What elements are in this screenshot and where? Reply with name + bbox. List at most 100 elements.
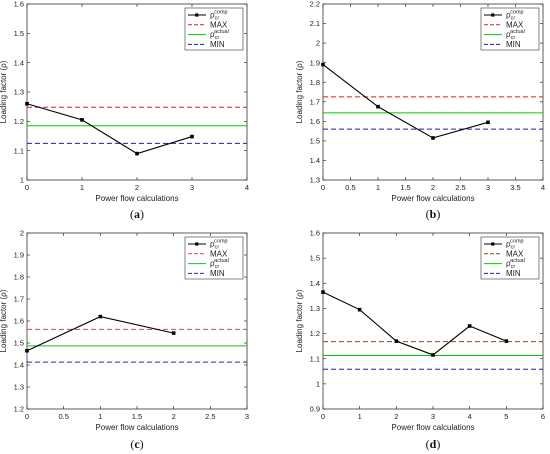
x-tick-label: 5 (504, 412, 508, 421)
panel-label-close: ) (140, 207, 144, 221)
data-point (504, 339, 509, 343)
legend-superscript: actual (510, 29, 525, 35)
legend-entry-label: ρcractual (210, 29, 229, 41)
x-tick-label: 1.5 (132, 412, 142, 421)
data-point (321, 62, 325, 67)
x-tick-label: 3.5 (510, 183, 520, 192)
legend-entry-label: ρcractual (506, 29, 525, 41)
legend-base: MIN (210, 40, 225, 49)
data-point (98, 314, 103, 319)
x-tick-label: 0.5 (58, 412, 68, 421)
y-tick-label: 1.8 (310, 78, 320, 87)
data-point (135, 151, 139, 156)
legend-entry-label: MAX (210, 20, 228, 29)
x-tick-label: 2.5 (455, 183, 465, 192)
panel-label-open: ( (426, 207, 430, 221)
data-point (431, 136, 435, 140)
legend-base: MIN (210, 269, 225, 278)
legend-entry-label: ρcrcomp (210, 239, 228, 251)
legend-entry-label: MIN (506, 269, 521, 278)
y-tick-label: 1.7 (310, 97, 320, 106)
legend-base: ρ (210, 11, 215, 20)
y-tick-label: 1.4 (14, 58, 24, 67)
data-point (321, 290, 325, 294)
legend-entry-label: MAX (210, 249, 228, 258)
x-axis-label: Power flow calculations (391, 194, 474, 203)
x-tick-label: 3 (431, 412, 435, 421)
legend-base: MIN (506, 269, 521, 278)
legend-subscript: cr (511, 264, 516, 270)
x-tick-label: 2 (172, 412, 176, 421)
panel-label-close: ) (436, 437, 440, 451)
x-tick-label: 0 (321, 412, 325, 421)
x-tick-label: 1 (98, 412, 102, 421)
y-tick-label: 1.6 (14, 317, 24, 326)
y-tick-label: 1.1 (310, 354, 320, 363)
y-tick-label: 2.2 (310, 0, 320, 9)
y-tick-label: 0.9 (310, 405, 320, 414)
series-line (26, 103, 193, 155)
y-tick-label: 1.5 (14, 29, 24, 38)
legend-subscript: cr (215, 245, 220, 251)
data-point (171, 331, 176, 335)
panel-label-letter: b (430, 207, 437, 221)
panel-label-close: ) (140, 437, 144, 451)
legend-entry-label: MIN (506, 40, 521, 49)
legend-base: ρ (210, 259, 215, 268)
legend-base: MAX (210, 249, 228, 258)
x-tick-label: 0.5 (345, 183, 355, 192)
legend-entry-label: MIN (210, 40, 225, 49)
y-tick-label: 1.5 (310, 254, 320, 263)
x-tick-label: 0 (25, 183, 29, 192)
data-point (431, 353, 435, 357)
x-tick-label: 4 (541, 183, 545, 192)
y-tick-label: 2 (20, 229, 24, 238)
x-tick-label: 3 (486, 183, 490, 192)
chart-panel-c: 0 0.5 1 1.5 2 2.5 3 1.2 1.3 1.4 1.5 1.6 1.7 1.8 1.9 2 Po… (0, 229, 249, 451)
data-point (486, 120, 490, 125)
legend-subscript: cr (511, 35, 516, 41)
legend-marker (491, 242, 495, 246)
x-tick-label: 2.5 (205, 412, 215, 421)
x-tick-label: 1 (376, 183, 380, 192)
data-point (467, 324, 472, 328)
panel-label-open: ( (426, 437, 430, 451)
legend-base: ρ (506, 11, 511, 20)
x-tick-label: 2 (394, 412, 398, 421)
legend-entry-label: ρcractual (506, 258, 525, 270)
legend-base: ρ (210, 240, 215, 249)
legend-superscript: comp (510, 10, 523, 16)
y-tick-label: 1.3 (14, 383, 24, 392)
legend-subscript: cr (215, 16, 220, 22)
data-point (357, 307, 362, 312)
panel-label: (c) (130, 437, 143, 451)
x-axis-label: Power flow calculations (95, 194, 178, 203)
y-tick-label: 1.6 (310, 229, 320, 238)
legend-superscript: actual (510, 258, 525, 264)
legend-superscript: actual (214, 258, 229, 264)
y-tick-label: 1.2 (14, 405, 24, 414)
legend-entry-label: MIN (210, 269, 225, 278)
legend-entry-label: ρcrcomp (506, 239, 524, 251)
panel-label-open: ( (130, 207, 134, 221)
data-point (190, 134, 194, 139)
y-tick-label: 1.7 (14, 295, 24, 304)
panel-label: (b) (426, 207, 441, 221)
legend-superscript: comp (214, 239, 227, 245)
y-tick-label: 1.9 (14, 251, 24, 260)
legend-base: ρ (210, 30, 215, 39)
legend-entry-label: MAX (506, 249, 524, 258)
panel-label: (d) (426, 437, 441, 451)
x-tick-label: 3 (190, 183, 194, 192)
y-tick-label: 1.2 (310, 329, 320, 338)
legend-entry-label: MAX (506, 20, 524, 29)
legend-base: ρ (506, 240, 511, 249)
panel-label-open: ( (130, 437, 134, 451)
y-tick-label: 1.2 (14, 117, 24, 126)
legend-base: MIN (506, 40, 521, 49)
panel-label-close: ) (436, 207, 440, 221)
data-point (394, 339, 399, 343)
y-axis-label: Loading factor (ρ) (295, 289, 304, 352)
y-tick-label: 1.1 (14, 146, 24, 155)
